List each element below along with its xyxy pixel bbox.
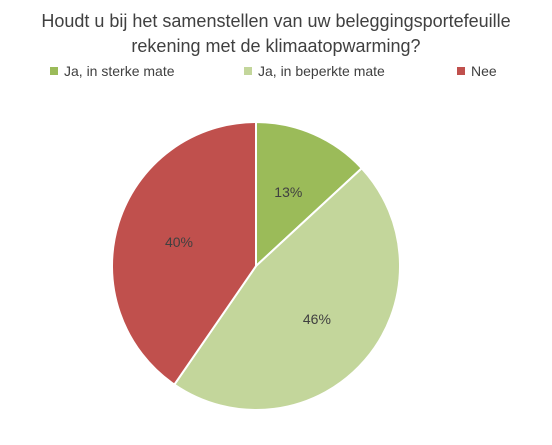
pie-slice-ja-sterke-mate [255,121,363,267]
data-label-ja-sterke-mate: 13% [274,184,302,200]
legend-item-ja-beperkte-mate: Ja, in beperkte mate [244,63,385,79]
chart-title-line-1: Houdt u bij het samenstellen van uw bele… [41,11,511,31]
legend-label-ja-beperkte-mate: Ja, in beperkte mate [258,63,385,79]
legend-item-nee: Nee [457,63,497,79]
data-label-ja-beperkte-mate: 46% [303,311,331,327]
legend-label-ja-sterke-mate: Ja, in sterke mate [64,63,175,79]
legend-swatch-ja-sterke-mate [50,67,58,75]
legend-item-ja-sterke-mate: Ja, in sterke mate [50,63,175,79]
legend-swatch-ja-beperkte-mate [244,67,252,75]
pie-slice-nee [110,121,257,386]
chart-legend: Ja, in sterke mate Ja, in beperkte mate … [0,63,552,81]
chart-title-line-2: rekening met de klimaatopwarming? [131,36,421,56]
pie-slice-ja-beperkte-mate [173,167,402,412]
legend-label-nee: Nee [471,63,497,79]
data-label-nee: 40% [165,234,193,250]
legend-swatch-nee [457,67,465,75]
chart-title: Houdt u bij het samenstellen van uw bele… [0,9,552,59]
